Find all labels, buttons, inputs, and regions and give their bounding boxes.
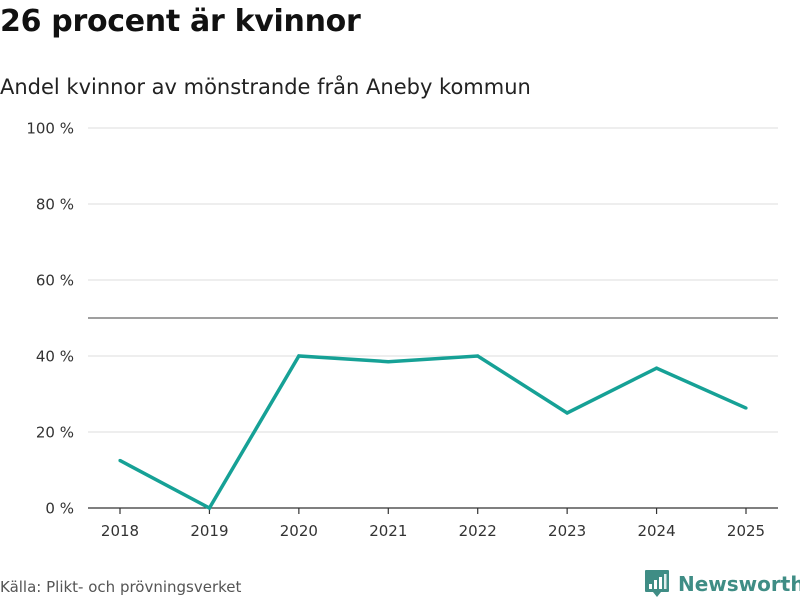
y-tick-label: 60 %: [36, 272, 74, 290]
y-tick-label: 100 %: [26, 120, 74, 138]
brand-name: Newsworthy: [678, 572, 800, 596]
y-tick-label: 0 %: [45, 500, 74, 518]
x-tick-label: 2020: [280, 522, 318, 540]
y-tick-label: 40 %: [36, 348, 74, 366]
data-point: [386, 360, 390, 364]
line-chart: 0 % 20 % 40 % 60 % 80 % 100 % 2018 2019 2020 202…: [26, 120, 778, 540]
x-tick-label: 2022: [459, 522, 497, 540]
y-axis-ticks: 0 % 20 % 40 % 60 % 80 % 100 %: [26, 120, 74, 518]
data-point: [118, 458, 122, 463]
data-point: [297, 354, 301, 358]
chart-title: 26 procent är kvinnor: [0, 4, 361, 39]
data-point: [565, 411, 569, 415]
x-tick-label: 2025: [727, 522, 765, 540]
x-tick-label: 2019: [190, 522, 228, 540]
data-point: [654, 366, 659, 370]
data-point: [744, 406, 748, 410]
brand-logo: Newsworthy: [644, 569, 800, 599]
chart-subtitle: Andel kvinnor av mönstrande från Aneby k…: [0, 75, 531, 99]
x-tick-label: 2023: [548, 522, 586, 540]
newsworthy-logo-icon: [645, 570, 669, 597]
x-tick-label: 2018: [101, 522, 139, 540]
series-line: [119, 354, 747, 511]
source-note: Källa: Plikt- och prövningsverket: [0, 578, 242, 596]
data-point: [476, 354, 480, 358]
y-tick-label: 20 %: [36, 424, 74, 442]
x-tick-label: 2024: [637, 522, 675, 540]
data-point: [207, 506, 212, 510]
grid-lines: [88, 127, 778, 433]
x-axis-ticks: 2018 2019 2020 2021 2022 2023 2024 2025: [101, 508, 765, 540]
x-tick-label: 2021: [369, 522, 407, 540]
series-group: [118, 354, 748, 511]
y-tick-label: 80 %: [36, 196, 74, 214]
